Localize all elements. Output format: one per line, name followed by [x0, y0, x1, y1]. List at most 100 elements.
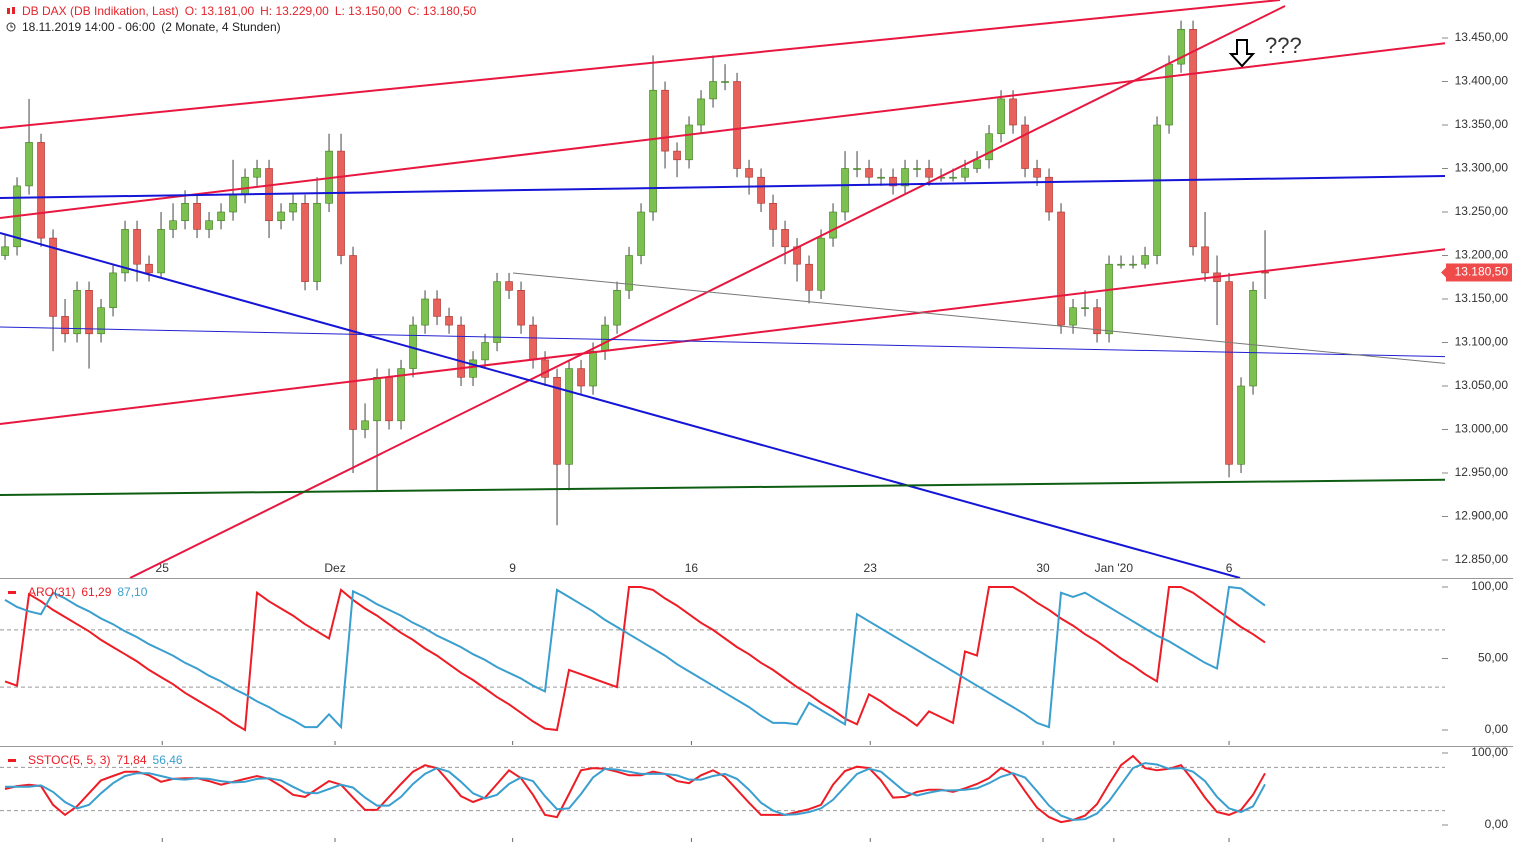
- candle-body: [277, 211, 285, 222]
- legend-swatch: [8, 591, 16, 594]
- trend-line: [512, 272, 1445, 364]
- trend-line: [0, 42, 1445, 219]
- x-tick-label: 6: [1226, 561, 1233, 575]
- candle-body: [505, 281, 513, 291]
- y-tick-label: 13.000,00: [1455, 422, 1509, 436]
- x-tick-label: Jan '20: [1095, 561, 1134, 575]
- x-tick-label: 16: [685, 561, 699, 575]
- candle-body: [1261, 271, 1269, 274]
- candle-body: [697, 98, 705, 126]
- candle-body: [1129, 263, 1137, 266]
- x-tick-label: 9: [509, 561, 516, 575]
- candle-body: [841, 168, 849, 213]
- legend-swatch: [8, 759, 16, 762]
- candle-body: [169, 220, 177, 230]
- candle-body: [37, 142, 45, 239]
- candle-body: [397, 368, 405, 422]
- candle-body: [781, 229, 789, 248]
- y-tick-label: 100,00: [1471, 579, 1508, 593]
- y-tick-label: 13.150,00: [1455, 291, 1509, 305]
- symbol: DB DAX (DB Indikation, Last): [22, 4, 179, 18]
- indicator-line: [4, 754, 1266, 824]
- candle-body: [49, 237, 57, 317]
- candle-body: [1177, 29, 1185, 65]
- arrow-down: [1228, 39, 1256, 68]
- candle-body: [865, 168, 873, 178]
- candle-body: [1141, 255, 1149, 265]
- candle-body: [1165, 63, 1173, 126]
- y-tick-label: 50,00: [1478, 651, 1508, 665]
- candle-body: [1057, 211, 1065, 326]
- legend-title: SSTOC(5, 5, 3): [28, 753, 110, 767]
- indicator-line: [5, 762, 1266, 822]
- candle-body: [1, 246, 9, 256]
- y-tick-label: 13.450,00: [1455, 30, 1509, 44]
- candle-body: [289, 203, 297, 213]
- legend-value: 87,10: [117, 585, 147, 599]
- y-tick-label: 13.400,00: [1455, 74, 1509, 88]
- candle-body: [361, 420, 369, 430]
- trend-line: [0, 232, 1241, 578]
- candle-body: [241, 176, 249, 195]
- header-line: 18.11.2019 14:00 - 06:00 (2 Monate, 4 St…: [6, 20, 281, 34]
- candle-body: [97, 307, 105, 335]
- trend-line: [0, 175, 1445, 199]
- header-line: DB DAX (DB Indikation, Last) O: 13.181,0…: [6, 4, 476, 18]
- candle-body: [613, 290, 621, 326]
- low-label: L: 13.150,00: [334, 4, 402, 18]
- trend-line: [0, 326, 1445, 358]
- candle-body: [121, 229, 129, 274]
- candle-body: [673, 150, 681, 161]
- candle-body: [541, 359, 549, 378]
- annotation: ???: [1265, 33, 1302, 58]
- candle-body: [25, 142, 33, 187]
- candle-body: [469, 359, 477, 378]
- legend-title: ARO(31): [28, 585, 75, 599]
- candle-body: [145, 263, 153, 274]
- candle-body: [565, 368, 573, 465]
- candle-body: [1153, 124, 1161, 256]
- candle-body: [1009, 98, 1017, 126]
- candle-body: [601, 324, 609, 352]
- trend-line: [0, 478, 1445, 496]
- candle-body: [193, 203, 201, 230]
- legend: SSTOC(5, 5, 3) 71,84 56,46: [28, 753, 183, 767]
- candle-body: [73, 290, 81, 335]
- candle-body: [1081, 307, 1089, 310]
- candle-body: [205, 220, 213, 230]
- y-tick-label: 13.250,00: [1455, 204, 1509, 218]
- candle-body: [829, 211, 837, 239]
- candle-body: [421, 298, 429, 326]
- candle-body: [661, 89, 669, 152]
- candle-body: [1069, 307, 1077, 326]
- candle-body: [529, 324, 537, 361]
- candle-body: [721, 81, 729, 83]
- candle-body: [133, 229, 141, 265]
- candle-body: [877, 176, 885, 179]
- candle-body: [349, 255, 357, 430]
- candle-body: [589, 350, 597, 387]
- trend-line: [0, 248, 1445, 425]
- x-tick-label: 30: [1036, 561, 1050, 575]
- legend-value: 71,84: [116, 753, 146, 767]
- x-tick-label: 23: [864, 561, 878, 575]
- candle-body: [553, 377, 561, 465]
- candle-body: [457, 324, 465, 378]
- candle-body: [217, 211, 225, 222]
- candle-body: [745, 168, 753, 178]
- candle-body: [229, 194, 237, 213]
- y-tick-label: 100,00: [1471, 745, 1508, 759]
- candle-body: [961, 168, 969, 178]
- candle-body: [433, 298, 441, 317]
- candle-body: [109, 272, 117, 309]
- candle-body: [1117, 263, 1125, 266]
- candle-body: [769, 203, 777, 230]
- y-tick-label: 13.350,00: [1455, 117, 1509, 131]
- range: (2 Monate, 4 Stunden): [161, 20, 281, 34]
- candle-body: [181, 203, 189, 222]
- candle-body: [805, 263, 813, 291]
- candle-body: [493, 281, 501, 343]
- last-price-box: [1446, 263, 1512, 282]
- candle-body: [337, 150, 345, 256]
